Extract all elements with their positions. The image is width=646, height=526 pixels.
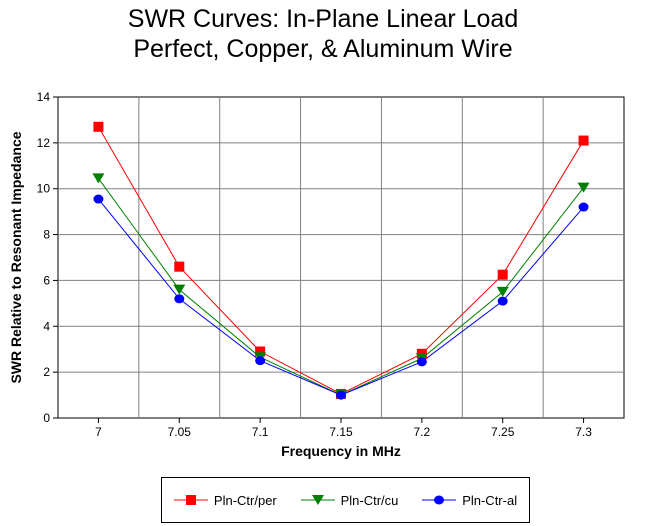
x-tick-label: 7.05 bbox=[168, 425, 192, 439]
data-point bbox=[497, 269, 508, 280]
data-point bbox=[496, 286, 509, 297]
y-tick-label: 8 bbox=[43, 228, 50, 242]
legend-item: Pln-Ctr/cu bbox=[300, 492, 399, 508]
y-axis-label: SWR Relative to Resonant Impedance bbox=[8, 131, 24, 383]
x-tick-label: 7.1 bbox=[252, 425, 269, 439]
legend: Pln-Ctr/per Pln-Ctr/cu Pln-Ctr-al bbox=[161, 477, 530, 523]
data-point bbox=[578, 135, 589, 146]
data-point bbox=[497, 296, 508, 306]
legend-marker bbox=[185, 495, 196, 505]
legend-item: Pln-Ctr-al bbox=[422, 493, 517, 508]
legend-label: Pln-Ctr/per bbox=[213, 492, 277, 508]
x-tick-label: 7 bbox=[95, 425, 102, 439]
data-point bbox=[255, 346, 266, 357]
data-point bbox=[416, 357, 427, 367]
title-line-1: SWR Curves: In-Plane Linear Load bbox=[127, 5, 519, 33]
data-point bbox=[255, 356, 266, 366]
x-tick-label: 7.15 bbox=[329, 425, 353, 439]
data-point bbox=[174, 261, 185, 272]
x-tick-label: 7.2 bbox=[414, 425, 431, 439]
data-point bbox=[577, 182, 590, 193]
data-point bbox=[93, 121, 104, 132]
data-point bbox=[92, 173, 105, 184]
y-tick-label: 0 bbox=[43, 411, 50, 425]
title-line-2: Perfect, Copper, & Aluminum Wire bbox=[133, 35, 513, 63]
y-tick-label: 14 bbox=[37, 90, 51, 104]
chart-title: SWR Curves: In-Plane Linear Load Perfect,… bbox=[0, 4, 646, 64]
plot-area bbox=[57, 96, 625, 419]
y-tick-label: 6 bbox=[43, 273, 50, 287]
legend-label: Pln-Ctr-al bbox=[462, 492, 518, 508]
y-tick-label: 2 bbox=[43, 365, 50, 379]
y-tick-label: 12 bbox=[37, 136, 51, 150]
legend-marker bbox=[434, 495, 445, 505]
data-point bbox=[336, 390, 346, 400]
x-tick-label: 7.25 bbox=[491, 425, 515, 439]
legend-label: Pln-Ctr/cu bbox=[340, 492, 399, 508]
y-tick-label: 10 bbox=[37, 182, 51, 196]
data-point bbox=[174, 294, 185, 304]
x-axis-label: Frequency in MHz bbox=[281, 443, 401, 459]
legend-item: Pln-Ctr/per bbox=[173, 492, 277, 508]
data-point bbox=[93, 194, 104, 204]
y-tick-label: 4 bbox=[43, 319, 50, 333]
legend-marker bbox=[311, 495, 324, 505]
x-tick-label: 7.3 bbox=[575, 425, 592, 439]
data-point bbox=[173, 284, 186, 295]
data-point bbox=[578, 202, 589, 212]
